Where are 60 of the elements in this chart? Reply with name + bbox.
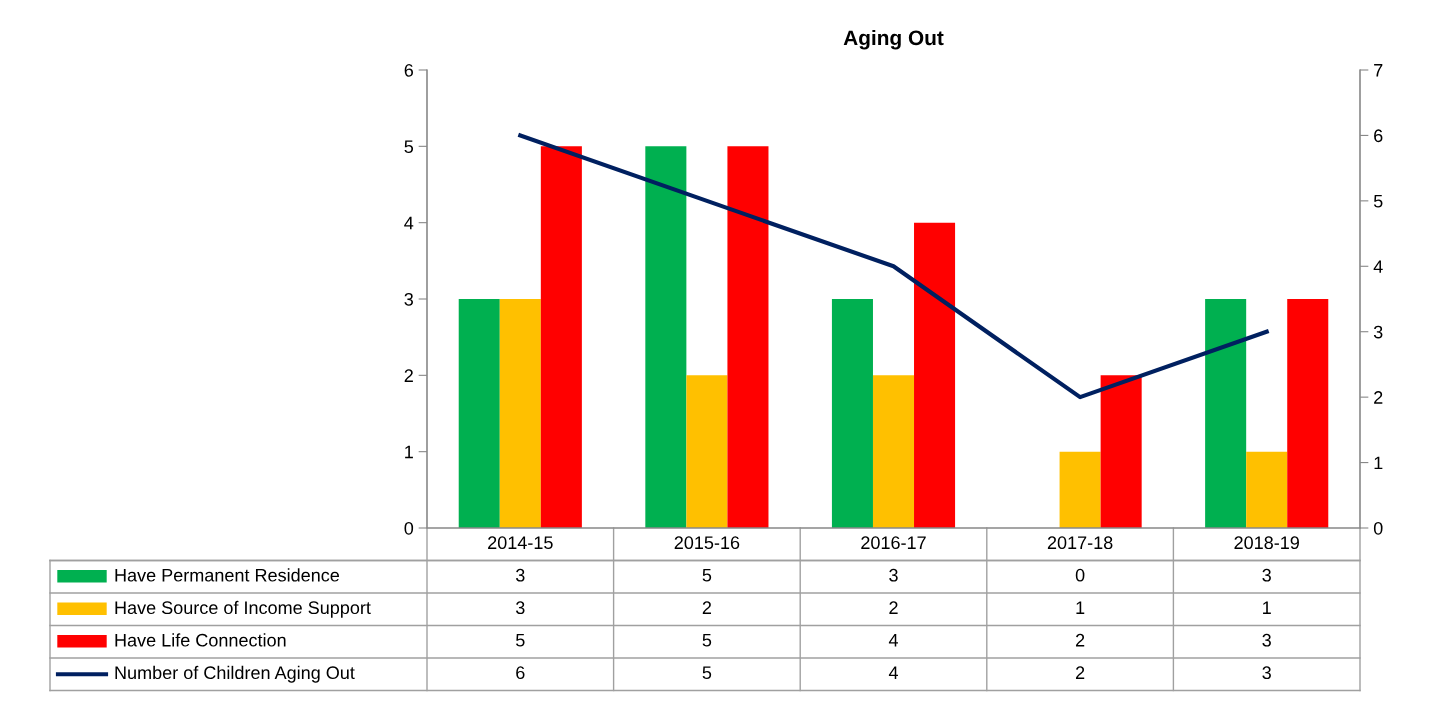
bar bbox=[645, 146, 687, 528]
bar bbox=[1059, 451, 1101, 528]
y2-tick-label: 1 bbox=[1374, 456, 1383, 470]
bar bbox=[686, 375, 728, 528]
y2-tick-label: 5 bbox=[1373, 194, 1383, 208]
legend-label: Have Source of Income Support bbox=[115, 600, 371, 618]
data-label: 3 bbox=[515, 568, 525, 582]
x-tick-label: 2014-15 bbox=[488, 536, 553, 550]
data-label: 5 bbox=[702, 634, 712, 647]
bar bbox=[540, 146, 582, 528]
data-label: 3 bbox=[1262, 633, 1271, 647]
data-label: 4 bbox=[888, 634, 898, 647]
y-tick-label: 0 bbox=[404, 521, 414, 535]
y2-tick-label: 3 bbox=[1373, 325, 1383, 339]
x-tick-label: 2017-18 bbox=[1047, 536, 1113, 550]
data-label: 2 bbox=[702, 601, 712, 614]
y-tick-label: 3 bbox=[404, 292, 414, 306]
x-tick-label: 2016-17 bbox=[861, 536, 926, 550]
y2-tick-label: 6 bbox=[1374, 129, 1383, 143]
data-label: 3 bbox=[1262, 568, 1271, 582]
y-tick-label: 2 bbox=[404, 369, 413, 382]
bar bbox=[1287, 299, 1329, 528]
y2-tick-label: 7 bbox=[1374, 64, 1383, 77]
legend-label: Have Life Connection bbox=[115, 633, 286, 647]
x-tick-label: 2018-19 bbox=[1234, 536, 1299, 550]
data-label: 3 bbox=[515, 601, 525, 615]
y-tick-label: 4 bbox=[404, 216, 414, 230]
data-label: 0 bbox=[1075, 568, 1085, 582]
bar bbox=[1205, 299, 1247, 528]
data-label: 5 bbox=[702, 666, 712, 680]
bar bbox=[872, 375, 915, 528]
bar bbox=[727, 146, 769, 528]
chart-title: Aging Out bbox=[843, 29, 944, 50]
bar bbox=[458, 299, 500, 528]
data-label: 5 bbox=[516, 634, 525, 647]
data-label: 2 bbox=[1075, 666, 1085, 679]
y-tick-label: 1 bbox=[405, 445, 413, 459]
data-label: 1 bbox=[1076, 601, 1085, 614]
data-label: 5 bbox=[702, 569, 712, 582]
bar bbox=[499, 299, 541, 528]
legend-label: Number of Children Aging Out bbox=[115, 665, 355, 683]
bar bbox=[1100, 375, 1142, 528]
data-label: 2 bbox=[1075, 633, 1085, 647]
legend-label: Have Permanent Residence bbox=[115, 568, 340, 582]
y2-tick-label: 2 bbox=[1374, 391, 1383, 404]
x-tick-label: 2015-16 bbox=[674, 536, 740, 550]
data-label: 2 bbox=[889, 601, 898, 614]
data-label: 1 bbox=[1263, 601, 1271, 614]
data-label: 3 bbox=[1262, 666, 1271, 680]
y2-tick-label: 0 bbox=[1373, 521, 1383, 535]
data-label: 4 bbox=[888, 666, 898, 679]
bar bbox=[831, 299, 873, 528]
data-label: 6 bbox=[516, 666, 525, 680]
bar bbox=[1246, 451, 1288, 528]
line-series bbox=[518, 133, 1269, 400]
data-label: 3 bbox=[889, 568, 898, 582]
y-tick-label: 6 bbox=[404, 63, 414, 77]
y-tick-label: 5 bbox=[404, 140, 414, 154]
y2-tick-label: 4 bbox=[1373, 260, 1383, 273]
bar bbox=[914, 222, 956, 528]
